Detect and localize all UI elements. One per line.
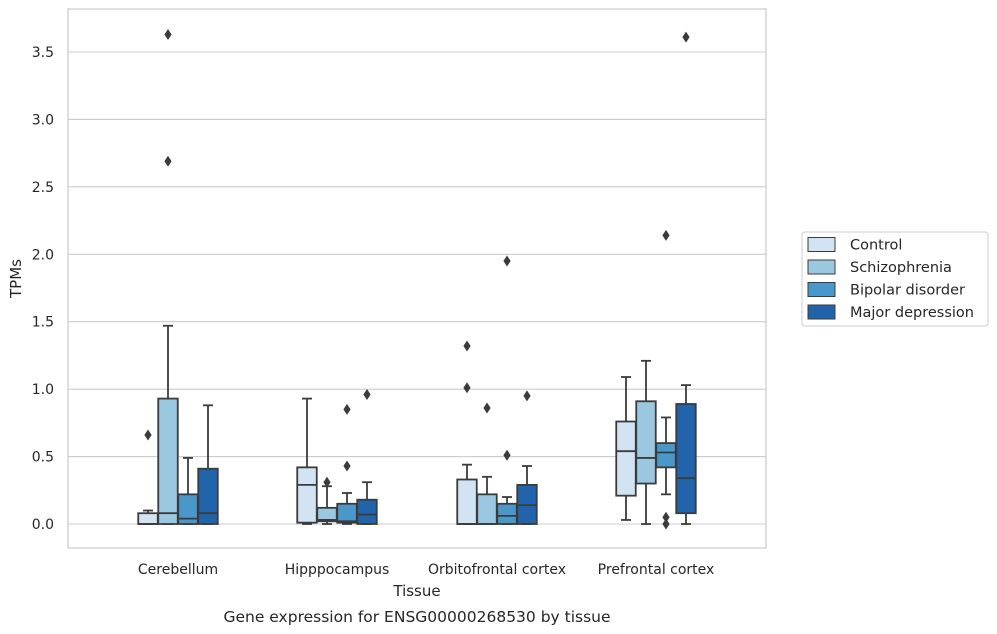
outlier-point (363, 389, 371, 401)
y-tick-labels: 0.0 0.5 1.0 1.5 2.0 2.5 3.0 3.5 (32, 45, 54, 533)
box-body (635, 400, 657, 485)
box-3-2 (655, 229, 677, 530)
outlier-point (144, 429, 152, 441)
x-tick-label: Orbitofrontal cortex (428, 562, 566, 578)
box-body (476, 493, 498, 525)
legend: Control Schizophrenia Bipolar disorder Majo… (801, 231, 989, 327)
y-tick-label: 0.0 (32, 517, 54, 533)
legend-label: Major depression (850, 305, 974, 321)
box-body (675, 403, 697, 515)
outlier-point (343, 403, 351, 415)
x-tick-label: Hipppocampus (285, 562, 390, 578)
box-0-3 (197, 404, 219, 525)
legend-swatch (807, 259, 836, 275)
box-1-2 (336, 403, 358, 525)
box-body (177, 493, 199, 525)
box-3-1 (635, 359, 657, 525)
box-body (655, 442, 677, 469)
outlier-point (662, 229, 670, 241)
box-2-1 (476, 402, 498, 525)
outlier-point (503, 255, 511, 267)
box-body (336, 502, 358, 524)
outlier-point (323, 476, 331, 488)
y-tick-label: 3.0 (32, 112, 54, 128)
box-0-0 (137, 429, 159, 525)
y-tick-label: 3.5 (32, 45, 54, 61)
outlier-point (164, 28, 172, 40)
legend-frame (801, 231, 989, 327)
legend-label: Bipolar disorder (850, 283, 965, 299)
x-tick-labels: Cerebellum Hipppocampus Orbitofrontal cort… (138, 562, 714, 578)
legend-swatch (807, 282, 836, 297)
outlier-point (463, 382, 471, 394)
y-axis-label: TPMs (7, 259, 25, 299)
outlier-point (662, 511, 670, 523)
box-body (137, 512, 159, 525)
x-tick-label: Prefrontal cortex (598, 562, 715, 578)
box-body (496, 502, 518, 525)
box-body (456, 478, 478, 525)
box-2-2 (496, 255, 518, 525)
box-0-2 (177, 457, 199, 525)
outlier-point (343, 460, 351, 472)
outlier-point (463, 340, 471, 352)
box-1-3 (356, 389, 378, 525)
outlier-point (662, 518, 670, 530)
box-1-0 (296, 397, 318, 525)
box-2-3 (516, 390, 538, 525)
x-tick-label: Cerebellum (138, 562, 218, 578)
box-body (296, 466, 318, 524)
box-body (197, 467, 219, 525)
legend-swatch (807, 304, 836, 320)
x-axis-label: Tissue (392, 582, 440, 600)
outlier-point (682, 31, 690, 43)
legend-label: Control (850, 238, 902, 254)
box-plot-marks (137, 28, 697, 530)
box-body (157, 397, 179, 525)
legend-label: Schizophrenia (850, 260, 952, 276)
chart-caption: Gene expression for ENSG00000268530 by t… (223, 608, 610, 626)
y-tick-label: 2.5 (32, 180, 54, 196)
box-body (356, 498, 378, 525)
box-0-1 (157, 28, 179, 525)
y-tick-label: 1.5 (32, 315, 54, 331)
plot-frame (67, 8, 767, 549)
box-3-3 (675, 31, 697, 525)
box-2-0 (456, 340, 478, 525)
y-tick-label: 1.0 (32, 382, 54, 398)
outlier-point (483, 402, 491, 414)
y-tick-label: 2.0 (32, 247, 54, 263)
box-body (615, 420, 637, 497)
outlier-point (523, 390, 531, 402)
outlier-point (503, 449, 511, 461)
y-tick-label: 0.5 (32, 450, 54, 466)
outlier-point (164, 155, 172, 167)
legend-swatch (807, 237, 836, 252)
